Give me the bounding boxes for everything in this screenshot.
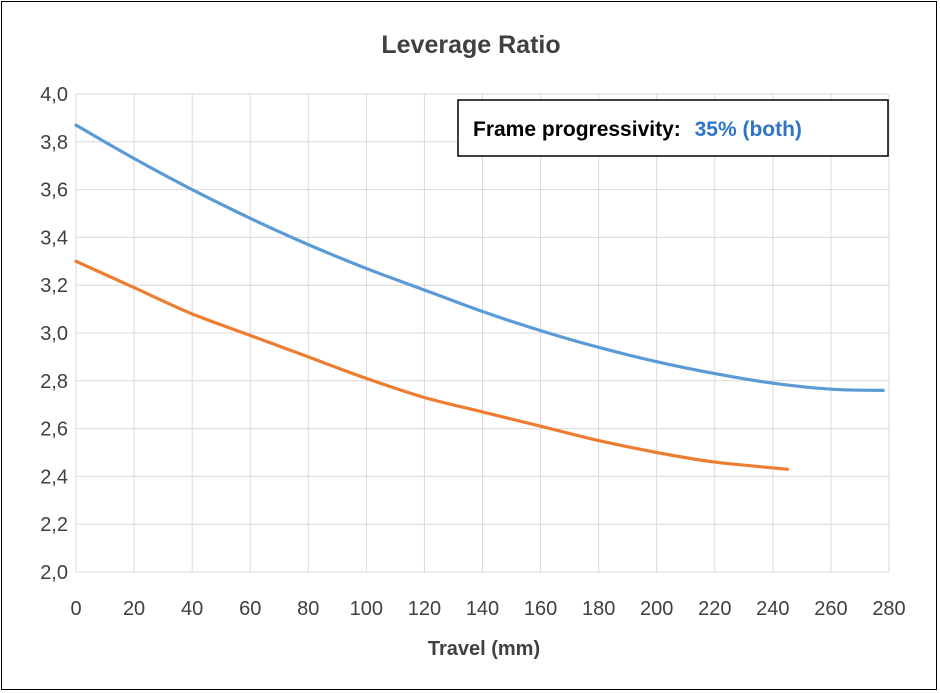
y-tick-label: 3,4 [40, 227, 68, 249]
y-tick-label: 2,6 [40, 419, 68, 441]
series-lines [74, 123, 885, 471]
x-tick-label: 80 [297, 598, 319, 620]
y-tick-label: 2,4 [40, 466, 68, 488]
x-tick-label: 20 [123, 598, 145, 620]
x-tick-label: 280 [872, 598, 905, 620]
y-tick-label: 2,0 [40, 562, 68, 584]
x-tick-label: 200 [640, 598, 673, 620]
x-tick-label: 100 [350, 598, 383, 620]
annotation-text: Frame progressivity: 35% (both) [473, 118, 802, 141]
x-axis-title: Travel (mm) [428, 638, 540, 660]
x-tick-label: 140 [466, 598, 499, 620]
annotation-label: Frame progressivity: [473, 118, 681, 141]
series-line-1 [74, 123, 885, 392]
y-tick-labels: 2,0 2,2 2,4 2,6 2,8 3,0 3,2 3,4 3,6 3,8 4,0 [40, 84, 68, 584]
y-tick-label: 4,0 [40, 84, 68, 106]
gridlines [75, 93, 890, 573]
annotation-border [457, 99, 889, 157]
series-line-2 [74, 259, 789, 471]
y-tick-label: 3,2 [40, 275, 68, 297]
chart-title: Leverage Ratio [381, 31, 560, 59]
x-tick-label: 220 [698, 598, 731, 620]
x-tick-label: 40 [181, 598, 203, 620]
x-tick-labels: 0 20 40 60 80 100 120 140 160 180 200 220 240 260 280 [70, 598, 905, 620]
y-tick-label: 3,6 [40, 180, 68, 202]
annotation-box: Frame progressivity: 35% (both) [457, 99, 889, 157]
x-tick-label: 60 [239, 598, 261, 620]
annotation-value: 35% (both) [695, 118, 802, 141]
y-tick-label: 2,8 [40, 371, 68, 393]
x-tick-label: 240 [756, 598, 789, 620]
y-tick-label: 3,8 [40, 132, 68, 154]
x-tick-label: 160 [524, 598, 557, 620]
y-tick-label: 3,0 [40, 323, 68, 345]
x-tick-label: 260 [814, 598, 847, 620]
x-tick-label: 180 [582, 598, 615, 620]
x-tick-label: 120 [408, 598, 441, 620]
y-tick-label: 2,2 [40, 514, 68, 536]
x-tick-label: 0 [70, 598, 81, 620]
